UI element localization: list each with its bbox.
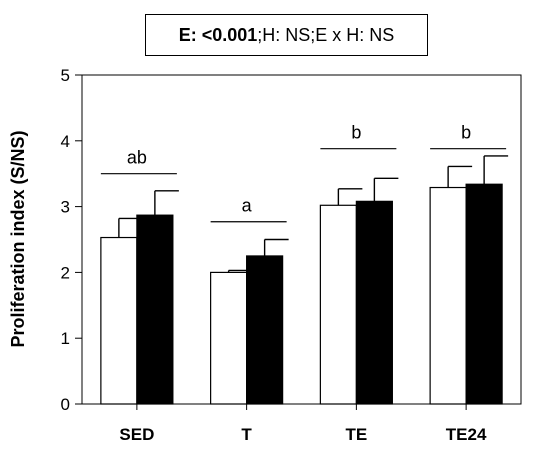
stat-e: E: <0.001 <box>178 24 258 45</box>
bar <box>355 200 393 405</box>
significance-label: b <box>461 123 471 143</box>
y-tick-label: 3 <box>61 198 70 217</box>
bar <box>100 236 138 405</box>
stat-sep-1: ; <box>257 24 263 45</box>
significance-label: ab <box>127 148 147 168</box>
x-tick-label: TE24 <box>446 425 487 444</box>
chart-axes: 0 1 2 3 4 5 SED T TE TE24 <box>61 66 522 444</box>
bar <box>246 255 284 405</box>
significance-label: a <box>242 196 253 216</box>
y-tick-label: 4 <box>61 132 70 151</box>
chart-bars <box>100 155 509 405</box>
y-tick-label: 1 <box>61 329 70 348</box>
x-tick-label: TE <box>346 425 368 444</box>
significance-label: b <box>351 123 361 143</box>
stat-sep-2: ; <box>310 24 316 45</box>
statistics-summary-box: E: <0.001; H: NS; E x H: NS <box>145 14 428 56</box>
stat-exh: E x H: NS <box>315 24 395 45</box>
y-tick-label: 5 <box>61 66 70 85</box>
stat-h: H: NS <box>262 24 311 45</box>
y-tick-label: 2 <box>61 263 70 282</box>
x-tick-label: SED <box>119 425 154 444</box>
bar <box>465 183 503 405</box>
y-tick-label: 0 <box>61 395 70 414</box>
bar <box>136 214 174 405</box>
plot-frame <box>81 74 522 405</box>
bar <box>319 204 357 405</box>
y-axis-label: Proliferation index (S/NS) <box>8 130 28 347</box>
bar <box>429 186 467 405</box>
bar <box>210 271 248 405</box>
x-tick-label: T <box>241 425 252 444</box>
